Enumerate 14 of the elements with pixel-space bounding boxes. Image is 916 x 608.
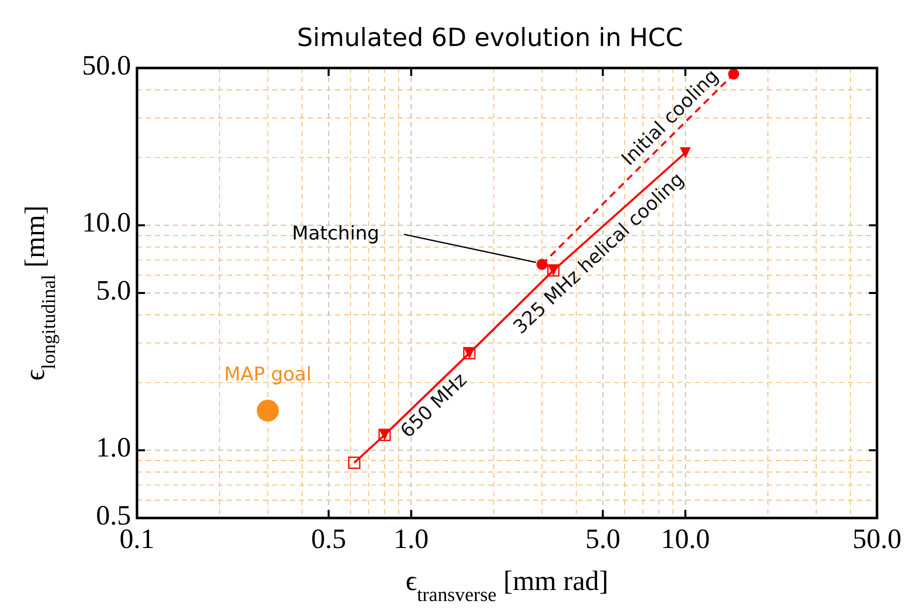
x-tick-label: 0.1 bbox=[120, 524, 154, 555]
chart-title: Simulated 6D evolution in HCC bbox=[297, 23, 683, 52]
x-axis-title: ϵ$_{transverse}$ [mm rad] bbox=[406, 566, 608, 606]
x-tick-label: 0.5 bbox=[311, 524, 346, 555]
y-tick-label: 10.0 bbox=[82, 208, 131, 239]
y-tick-label: 1.0 bbox=[96, 432, 131, 464]
y-tick-label: 5.0 bbox=[96, 275, 131, 306]
x-tick-label: 5.0 bbox=[585, 524, 620, 555]
x-tick-label: 10.0 bbox=[660, 524, 710, 555]
x-tick-label: 1.0 bbox=[394, 524, 429, 555]
x-tick-label: 50.0 bbox=[852, 524, 902, 555]
series-label: MAP goal bbox=[224, 364, 312, 386]
y-tick-label: 50.0 bbox=[82, 50, 131, 82]
annotation: Matching bbox=[292, 222, 380, 245]
